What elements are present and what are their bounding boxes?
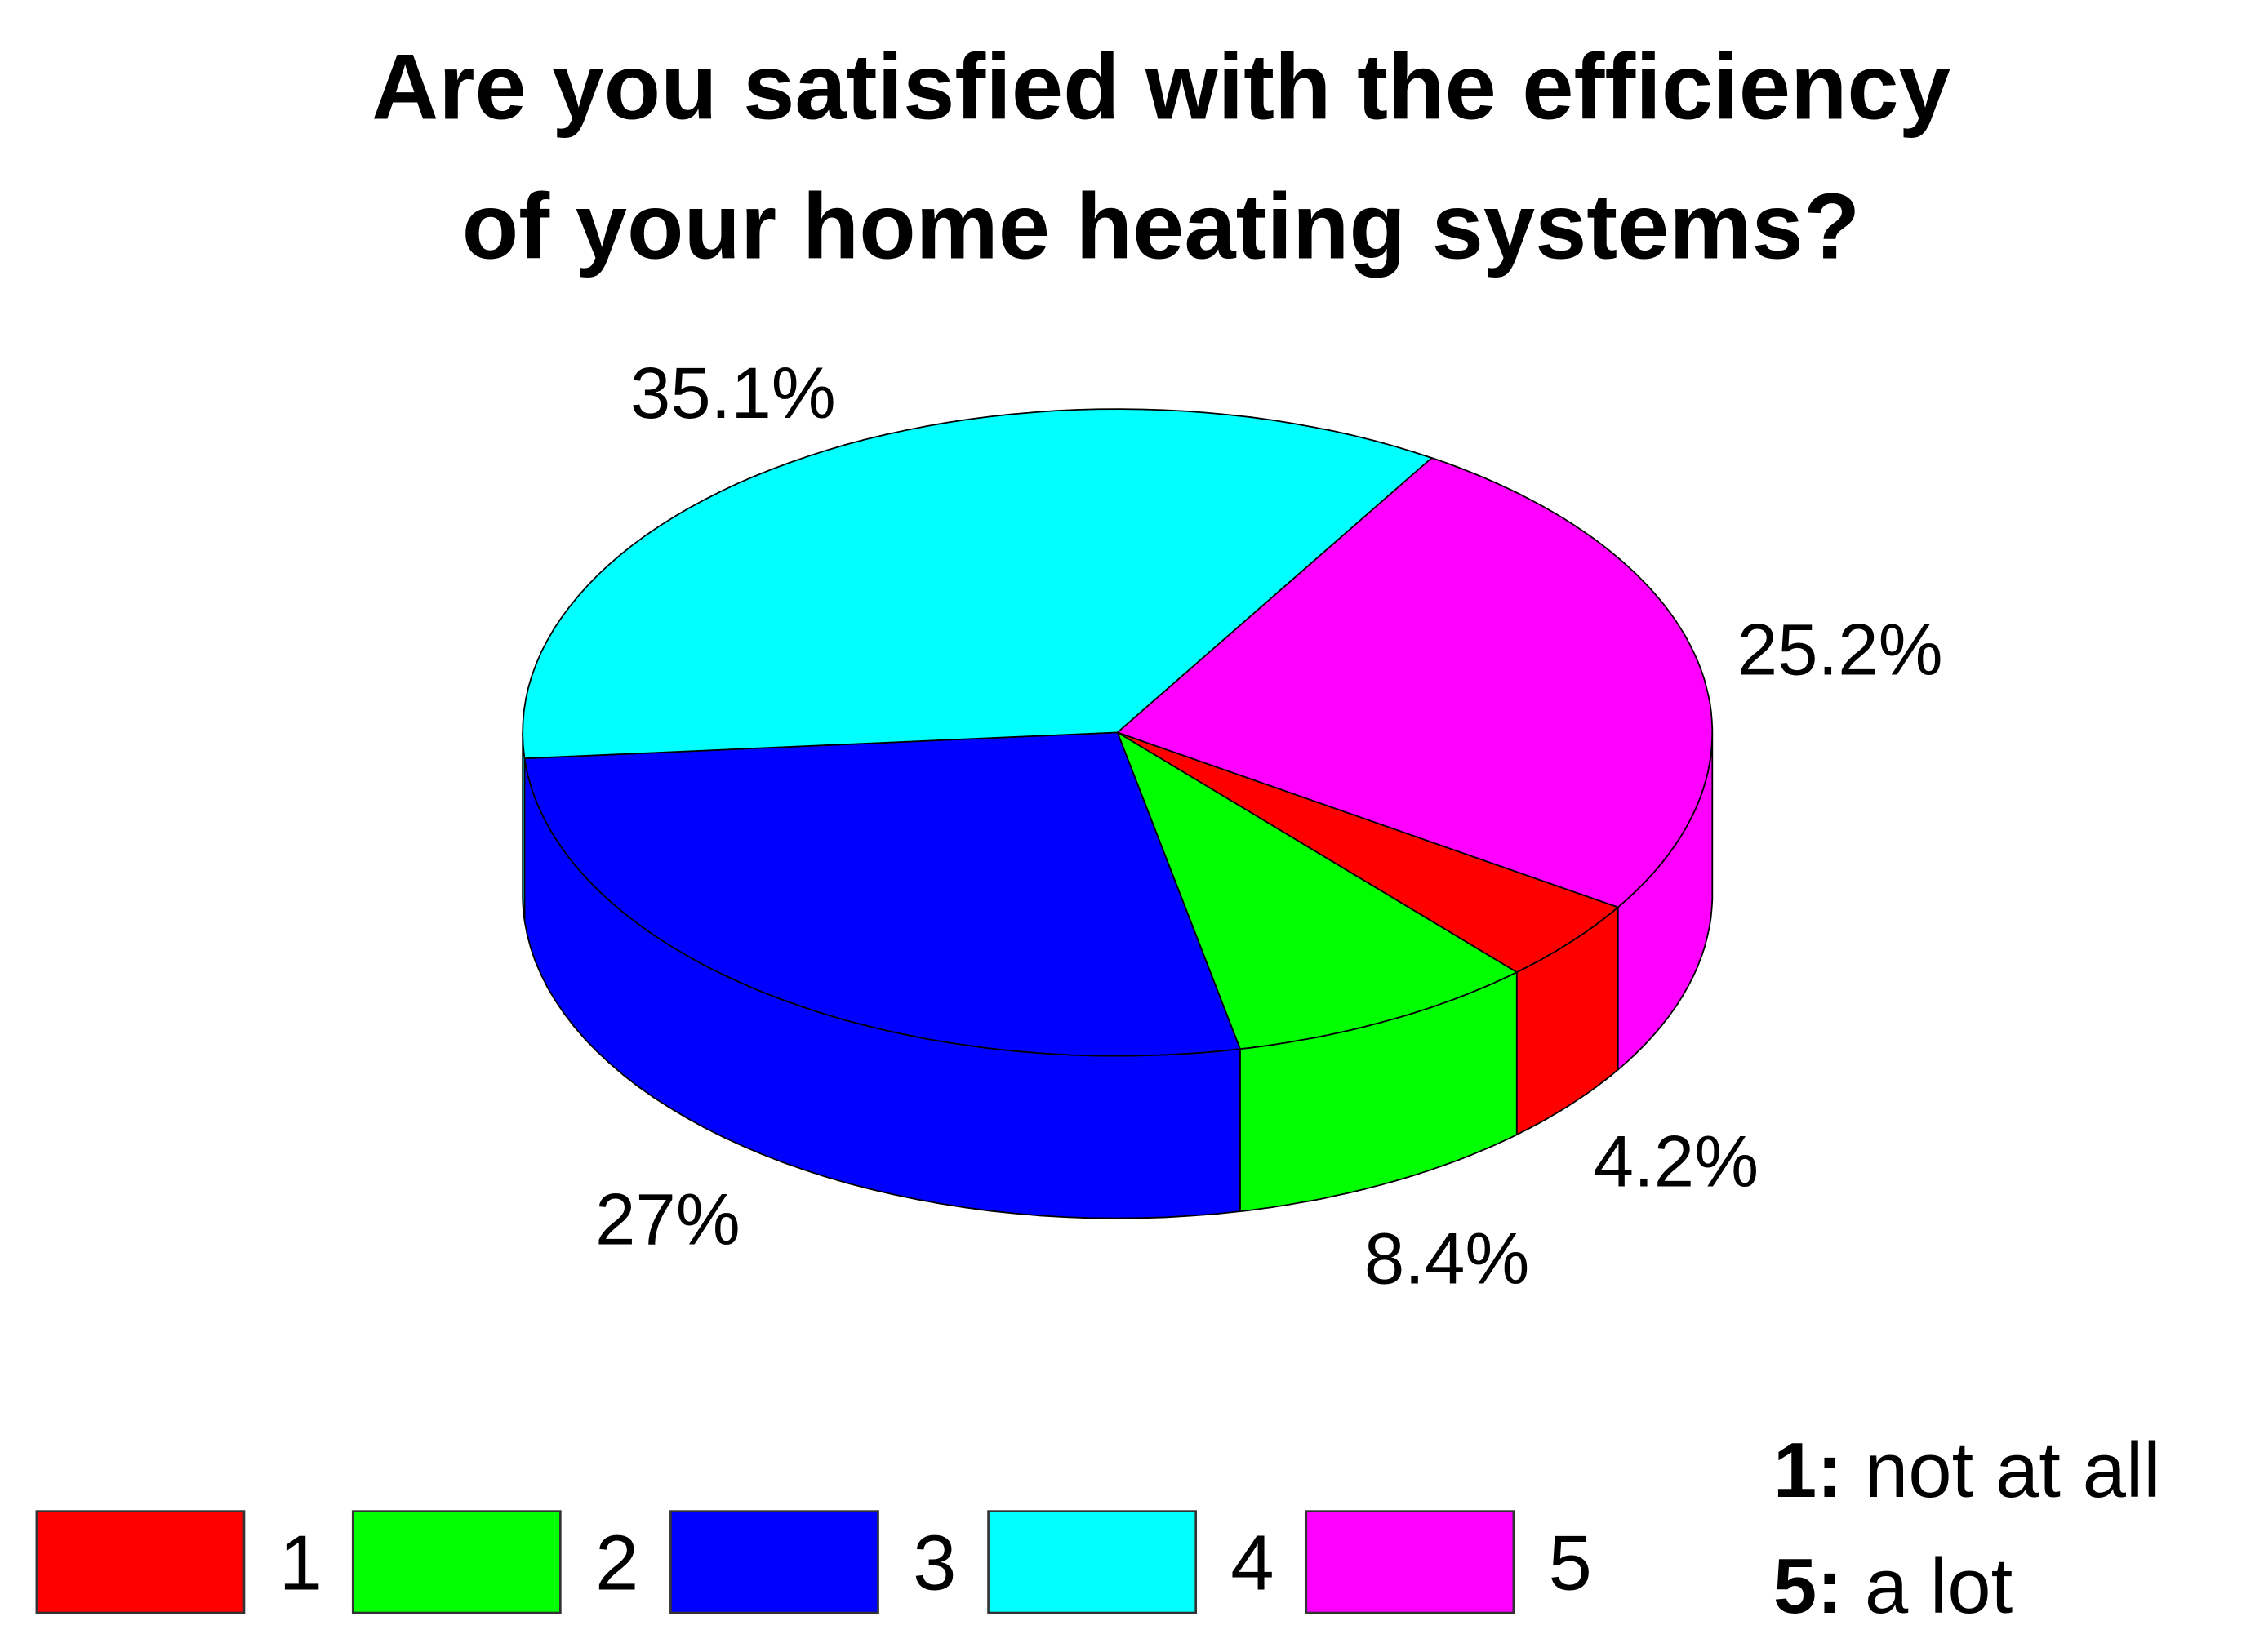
legend-swatch-2 — [351, 1510, 562, 1614]
note-low-text: not at all — [1843, 1427, 2160, 1514]
pie-slice-1 — [1116, 731, 1619, 974]
pie-slice-4 — [522, 408, 1433, 760]
legend-swatch-3 — [669, 1510, 879, 1614]
pie-slices — [522, 408, 1714, 1219]
pie-slice-3 — [523, 731, 1241, 1057]
legend-label-4: 4 — [1230, 1520, 1274, 1607]
legend-label-2: 2 — [595, 1520, 638, 1607]
legend-swatch-4 — [987, 1510, 1198, 1614]
data-label-4: 35.1% — [630, 353, 836, 433]
note-high-key: 5: — [1773, 1543, 1843, 1630]
legend-label-5: 5 — [1548, 1520, 1591, 1607]
legend-label-3: 3 — [913, 1520, 956, 1607]
data-label-1: 4.2% — [1594, 1121, 1759, 1202]
legend-swatch-5 — [1305, 1510, 1515, 1614]
data-label-2: 8.4% — [1364, 1219, 1529, 1299]
pie-slice-5 — [1116, 457, 1714, 908]
legend-swatch-1 — [35, 1510, 246, 1614]
chart-title-line-1: Are you satisfied with the efficiency — [371, 36, 1950, 140]
data-label-3: 27% — [595, 1179, 741, 1260]
note-low-key: 1: — [1773, 1427, 1843, 1514]
pie-slice-2 — [1116, 731, 1518, 1050]
note-low: 1: not at all — [1773, 1427, 2161, 1514]
legend-label-1: 1 — [279, 1520, 322, 1607]
chart-title-line-2: of your home heating systems? — [462, 175, 1860, 278]
data-label-5: 25.2% — [1737, 609, 1943, 690]
note-high: 5: a lot — [1773, 1543, 2013, 1630]
note-high-text: a lot — [1843, 1543, 2013, 1630]
legend: 1 2 3 4 5 — [35, 1510, 1592, 1614]
